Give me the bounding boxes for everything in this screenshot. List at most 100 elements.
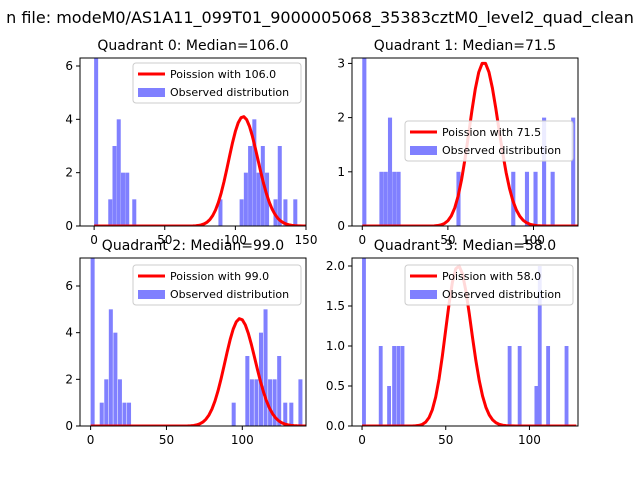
histogram-bar <box>243 172 248 226</box>
legend-line-label: Poission with 99.0 <box>170 270 269 283</box>
x-tick-label: 50 <box>440 233 455 247</box>
x-tick-label: 0 <box>358 233 366 247</box>
histogram-bar <box>387 117 393 226</box>
plot-area <box>94 58 306 226</box>
histogram-bar <box>362 58 367 226</box>
y-tick-label: 1 <box>337 165 345 179</box>
histogram-bar <box>392 171 397 226</box>
histogram-bar <box>277 356 282 426</box>
histogram-bar <box>517 346 522 426</box>
histogram-bar <box>108 199 113 226</box>
x-tick-label: 50 <box>438 433 453 447</box>
histogram-bar <box>289 402 294 426</box>
legend-bar-swatch <box>138 290 165 299</box>
histogram-bar <box>104 379 109 426</box>
histogram-bar <box>533 171 538 226</box>
histogram-bar <box>113 332 118 426</box>
legend-box <box>404 120 574 162</box>
histogram-bar <box>387 386 392 426</box>
x-tick-label: 50 <box>159 433 174 447</box>
histogram-bar <box>268 379 273 426</box>
legend-line-label: Poission with 58.0 <box>442 270 541 283</box>
histogram-bar <box>396 171 401 226</box>
poisson-line <box>94 115 306 226</box>
y-tick-label: 0.0 <box>326 419 345 433</box>
plot-area <box>90 258 306 426</box>
histogram-bar <box>127 402 132 426</box>
suptitle: n file: modeM0/AS1A11_099T01_9000005068_… <box>6 8 634 28</box>
histogram-bar <box>112 146 117 226</box>
histogram-bar <box>537 266 542 426</box>
y-tick-label: 4 <box>65 326 73 340</box>
x-tick-label: 100 <box>231 433 254 447</box>
histogram-bar <box>122 402 127 426</box>
histogram-bar <box>362 258 366 426</box>
axes-frame <box>351 57 579 227</box>
y-tick-label: 6 <box>65 279 73 293</box>
panel-3: 0 50 100 0.0 0.5 1.0 1.5 2.0 Quadrant 3: Median=… <box>326 238 579 447</box>
panel-title: Quadrant 0: Median=106.0 <box>97 38 288 54</box>
panel-title: Quadrant 3: Median=58.0 <box>374 238 556 254</box>
histogram-bar <box>396 346 401 426</box>
histogram-bar <box>571 117 576 226</box>
histogram-bar <box>99 402 104 426</box>
histogram-bar <box>90 258 95 426</box>
axes-frame <box>351 257 579 427</box>
legend: Poission with 58.0 Observed distribution <box>404 264 574 306</box>
histogram-bar <box>252 119 257 226</box>
histogram-bar <box>392 346 397 426</box>
histogram-bar <box>116 119 121 226</box>
legend-bar-label: Observed distribution <box>442 144 561 157</box>
x-tick-label: 100 <box>518 433 541 447</box>
axes-frame <box>79 57 307 227</box>
histogram-bar <box>239 199 244 226</box>
x-tick-label: 0 <box>358 433 366 447</box>
y-tick-label: 2.0 <box>326 259 345 273</box>
panel-1: 0 50 100 0 1 2 3 Quadrant 1: Median=71.5 Poissio… <box>337 38 579 247</box>
histogram-bar <box>117 379 122 426</box>
legend-bar-swatch <box>410 290 437 299</box>
histogram-bar <box>293 199 298 226</box>
x-tick-label: 0 <box>87 433 95 447</box>
histogram-bar <box>379 171 384 226</box>
histogram-bar <box>534 386 539 426</box>
legend-box <box>132 62 302 104</box>
y-tick-label: 0 <box>65 219 73 233</box>
histogram-bar <box>94 58 99 226</box>
histogram-bar <box>524 171 530 226</box>
histogram-bar <box>383 171 388 226</box>
y-tick-label: 6 <box>65 59 73 73</box>
histogram-bar <box>272 379 277 426</box>
histogram-bar <box>400 346 405 426</box>
histogram-bar <box>546 346 551 426</box>
poisson-line <box>362 264 577 426</box>
panel-title: Quadrant 2: Median=99.0 <box>102 238 284 254</box>
histogram-bar <box>542 117 547 226</box>
legend-line-label: Poission with 106.0 <box>170 68 276 81</box>
y-tick-label: 2 <box>337 111 345 125</box>
histogram-bar <box>507 346 512 426</box>
y-tick-label: 3 <box>337 56 345 70</box>
histogram-bar <box>245 356 250 426</box>
y-tick-label: 0 <box>65 419 73 433</box>
histogram-bar <box>256 172 261 226</box>
histogram-bar <box>248 146 253 226</box>
histogram-bar <box>283 199 288 226</box>
histogram-bar <box>263 309 268 426</box>
histogram-bar <box>298 379 303 426</box>
y-tick-label: 1.5 <box>326 299 345 313</box>
legend: Poission with 99.0 Observed distribution <box>132 264 302 306</box>
x-tick-label: 50 <box>157 233 172 247</box>
y-tick-label: 1.0 <box>326 339 345 353</box>
histogram-bar <box>550 171 555 226</box>
legend-box <box>132 264 302 306</box>
poisson-line <box>90 317 306 426</box>
x-tick-label: 150 <box>295 233 318 247</box>
y-tick-label: 2 <box>65 166 73 180</box>
y-tick-label: 0.5 <box>326 379 345 393</box>
histogram-bar <box>277 146 282 226</box>
histogram-bar <box>254 379 259 426</box>
legend-bar-label: Observed distribution <box>170 288 289 301</box>
